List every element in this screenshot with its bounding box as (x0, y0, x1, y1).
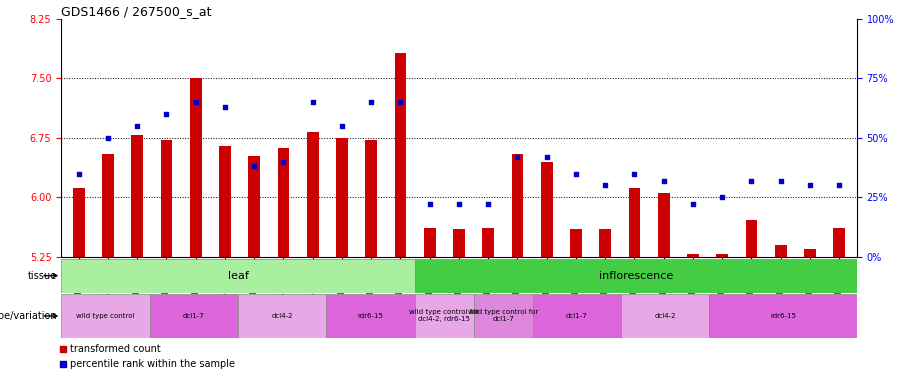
Point (803, 183, 817, 189)
Point (335, 123, 349, 129)
Point (364, 99, 378, 105)
Point (422, 201, 436, 207)
Bar (533, 294, 621, 338)
Point (159, 111, 174, 117)
Bar (61, 259, 415, 292)
Bar (307, 132, 319, 257)
Bar (687, 255, 698, 257)
Point (627, 171, 642, 177)
Bar (658, 194, 670, 257)
Text: tissue: tissue (28, 271, 57, 280)
Bar (804, 249, 815, 257)
Point (744, 178, 759, 184)
Bar (365, 140, 377, 257)
Bar (277, 148, 289, 257)
Bar (131, 135, 143, 257)
Bar (394, 53, 406, 257)
Point (247, 164, 261, 170)
Text: dcl1-7: dcl1-7 (183, 313, 204, 319)
Text: wild type control: wild type control (76, 313, 135, 319)
Bar (541, 162, 553, 257)
Point (598, 183, 612, 189)
Text: rdr6-15: rdr6-15 (770, 313, 796, 319)
Bar (327, 294, 415, 338)
Bar (473, 294, 533, 338)
Point (715, 194, 729, 200)
Text: rdr6-15: rdr6-15 (357, 313, 383, 319)
Bar (628, 188, 640, 257)
Point (656, 178, 670, 184)
Point (393, 99, 408, 105)
Text: dcl4-2: dcl4-2 (272, 313, 293, 319)
Point (452, 201, 466, 207)
Point (539, 154, 554, 160)
Bar (599, 229, 611, 257)
Text: percentile rank within the sample: percentile rank within the sample (70, 359, 235, 369)
Text: inflorescence: inflorescence (598, 271, 673, 280)
Text: leaf: leaf (228, 271, 248, 280)
Bar (745, 220, 757, 257)
Text: wild type control for
dcl1-7: wild type control for dcl1-7 (468, 309, 538, 322)
Point (56, 361, 70, 367)
Bar (149, 294, 238, 338)
Point (832, 183, 846, 189)
Bar (424, 228, 436, 257)
Bar (415, 259, 857, 292)
Bar (453, 229, 464, 257)
Text: transformed count: transformed count (70, 344, 161, 354)
Bar (102, 154, 113, 257)
Point (188, 99, 202, 105)
Bar (775, 245, 787, 257)
Bar (337, 138, 347, 257)
Text: GDS1466 / 267500_s_at: GDS1466 / 267500_s_at (61, 4, 212, 18)
Bar (160, 140, 172, 257)
Bar (709, 294, 857, 338)
Bar (482, 228, 494, 257)
Point (71, 171, 86, 177)
Bar (833, 228, 845, 257)
Bar (61, 294, 149, 338)
Point (305, 99, 320, 105)
Bar (73, 188, 85, 257)
Point (218, 104, 232, 110)
Point (569, 171, 583, 177)
Point (510, 154, 525, 160)
Bar (248, 156, 260, 257)
Bar (415, 294, 473, 338)
Bar (511, 154, 523, 257)
Bar (190, 78, 202, 257)
Point (101, 135, 115, 141)
Text: dcl1-7: dcl1-7 (566, 313, 588, 319)
Bar (570, 229, 581, 257)
Bar (238, 294, 327, 338)
Bar (716, 255, 728, 257)
Point (773, 178, 788, 184)
Point (56, 346, 70, 352)
Bar (219, 146, 230, 257)
Text: wild type control for
dcl4-2, rdr6-15: wild type control for dcl4-2, rdr6-15 (410, 309, 480, 322)
Text: dcl4-2: dcl4-2 (654, 313, 676, 319)
Point (276, 159, 291, 165)
Bar (621, 294, 709, 338)
Text: genotype/variation: genotype/variation (0, 311, 57, 321)
Point (130, 123, 144, 129)
Point (686, 201, 700, 207)
Point (481, 201, 495, 207)
